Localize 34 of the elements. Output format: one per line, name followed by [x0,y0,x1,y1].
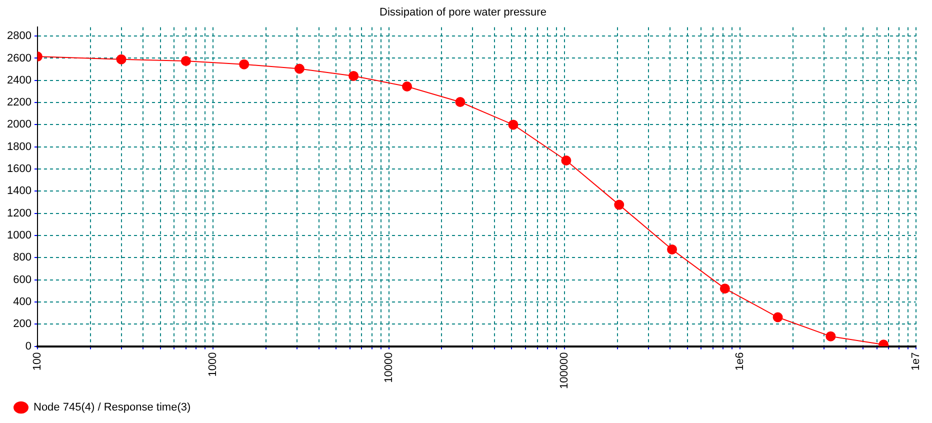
y-tick-label: 600 [13,274,32,286]
point [720,284,730,294]
y-tick-label: 1400 [6,185,32,198]
y-tick-label: 2600 [6,52,32,64]
point [402,81,412,92]
y-tick-label: 1800 [6,140,32,153]
y-tick-label: 1000 [6,230,32,242]
y-tick-label: 0 [25,340,32,352]
point [667,244,678,254]
y-tick-label: 1600 [6,163,32,176]
point [614,200,624,210]
y-tick-label: 2200 [6,96,32,109]
point [772,312,783,322]
point [826,331,836,342]
point [294,64,304,74]
y-tick-label: 2800 [6,30,32,42]
legend-label: Node 745(4) / Response time(3) [34,402,191,414]
x-tick-label: 1e6 [734,352,746,371]
y-tick-label: 200 [13,318,32,330]
point [561,155,572,166]
x-tick-label: 1e7 [910,352,922,371]
point [348,70,359,81]
point [455,96,466,107]
y-tick-label: 2000 [6,118,32,131]
y-tick-label: 1200 [6,207,32,220]
y-tick-label: 800 [13,252,32,264]
y-tick-label: 2400 [6,74,32,86]
x-tick-label: 10000 [382,352,395,383]
x-tick-label: 1000 [207,352,220,377]
x-tick-label: 100 [32,352,44,371]
x-tick-label: 100000 [558,352,570,390]
point [508,120,518,130]
chart-title: Dissipation of pore water pressure [380,6,546,19]
y-tick-label: 400 [13,296,32,308]
